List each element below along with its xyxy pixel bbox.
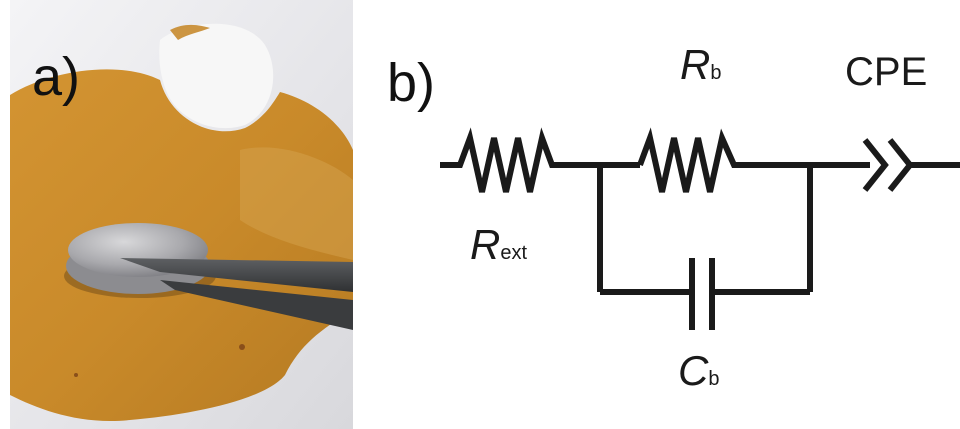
film-particle [74,373,78,377]
photo-panel [10,0,353,429]
cpe-bracket-right [887,138,914,192]
r-b-subscript: b [710,62,722,84]
tweezer-upper-arm [120,258,353,292]
r-ext-symbol: R [470,221,501,268]
label-r-b: Rb [680,44,721,86]
r-ext-subscript: ext [500,242,528,264]
tweezer-lower-arm [160,280,353,330]
label-r-ext: Rext [470,224,527,266]
c-b-subscript: b [708,368,720,390]
label-cpe: CPE [845,50,928,94]
film-hole [159,23,274,129]
torn-edge [170,24,210,40]
resistor-r-ext [440,127,600,193]
cpe-bracket-left [862,138,889,192]
film-photo-illustration [10,0,353,429]
resistor-r-b [637,127,810,193]
film-particle [239,344,245,350]
c-b-symbol: C [678,347,709,394]
film-highlight [240,147,353,260]
circuit-diagram [440,127,960,330]
panel-b-label: b) [387,53,436,113]
r-b-symbol: R [680,41,711,88]
equivalent-circuit: Rb Rext Cb CPE [440,10,960,420]
panel-a-label: a) [32,47,81,107]
label-c-b: Cb [678,350,719,392]
